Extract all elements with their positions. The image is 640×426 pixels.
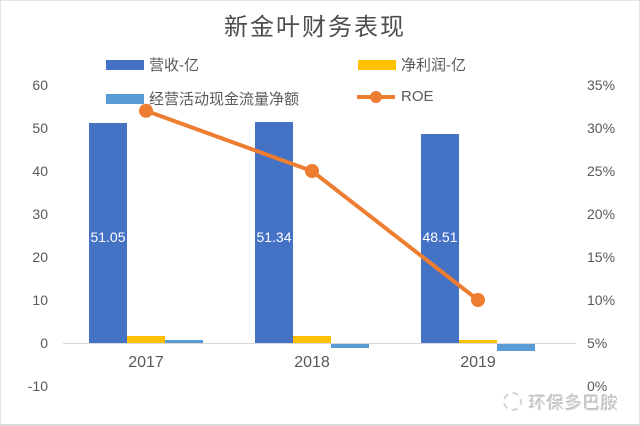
net-profit-swatch-icon [358,59,396,70]
roe-marker [471,293,485,307]
right-axis-tick: 5% [587,335,608,351]
revenue-bar-2017 [89,123,127,343]
right-axis-tick: 35% [587,77,616,93]
watermark-text: 环保多巴胺 [529,394,619,413]
legend-item-net-profit: 净利润-亿 [358,54,466,75]
left-axis-tick: 20 [32,249,48,265]
right-axis-tick: 20% [587,206,616,222]
watermark-logo-icon [503,392,522,411]
left-axis-tick: 0 [40,335,48,351]
left-axis-tick: 40 [32,163,48,179]
right-axis-tick: 30% [587,120,616,136]
left-axis-tick: 60 [32,77,48,93]
roe-marker [305,164,319,178]
right-axis-tick: 15% [587,249,616,265]
left-axis-tick: 30 [32,206,48,222]
legend-label: 净利润-亿 [401,57,466,74]
net-profit-bar-2018 [293,336,331,343]
cash-flow-swatch-icon [106,93,144,104]
legend-label: 营收-亿 [149,57,199,74]
left-axis-tick: -10 [27,378,48,394]
x-axis-label: 2019 [460,354,496,371]
roe-line-icon [357,90,395,103]
bar-data-label: 48.51 [422,229,458,245]
x-axis-line [63,343,576,344]
legend-item-revenue: 营收-亿 [106,54,199,75]
watermark: 环保多巴胺 [503,389,619,414]
net-profit-bar-2019 [459,339,497,343]
right-axis-tick: 10% [587,292,616,308]
x-axis-label: 2017 [128,354,164,371]
legend-label: ROE [401,88,434,105]
left-axis-tick: 10 [32,292,48,308]
chart-title: 新金叶财务表现 [224,14,406,41]
bar-data-label: 51.05 [90,229,126,245]
legend-item-cash-flow: 经营活动现金流量净额 [106,88,299,109]
left-axis-tick: 50 [32,120,48,136]
legend-label: 经营活动现金流量净额 [149,91,300,108]
legend-item-roe: ROE [356,88,434,105]
right-axis-tick: 25% [587,163,616,179]
cash-flow-bar-2018 [331,344,369,348]
net-profit-bar-2017 [127,336,165,343]
bar-data-label: 51.34 [256,229,292,245]
cash-flow-bar-2017 [165,339,203,343]
cash-flow-bar-2019 [497,344,535,351]
right-axis-tick: 0% [587,378,608,394]
revenue-swatch-icon [106,59,144,70]
x-axis-label: 2018 [294,354,330,371]
